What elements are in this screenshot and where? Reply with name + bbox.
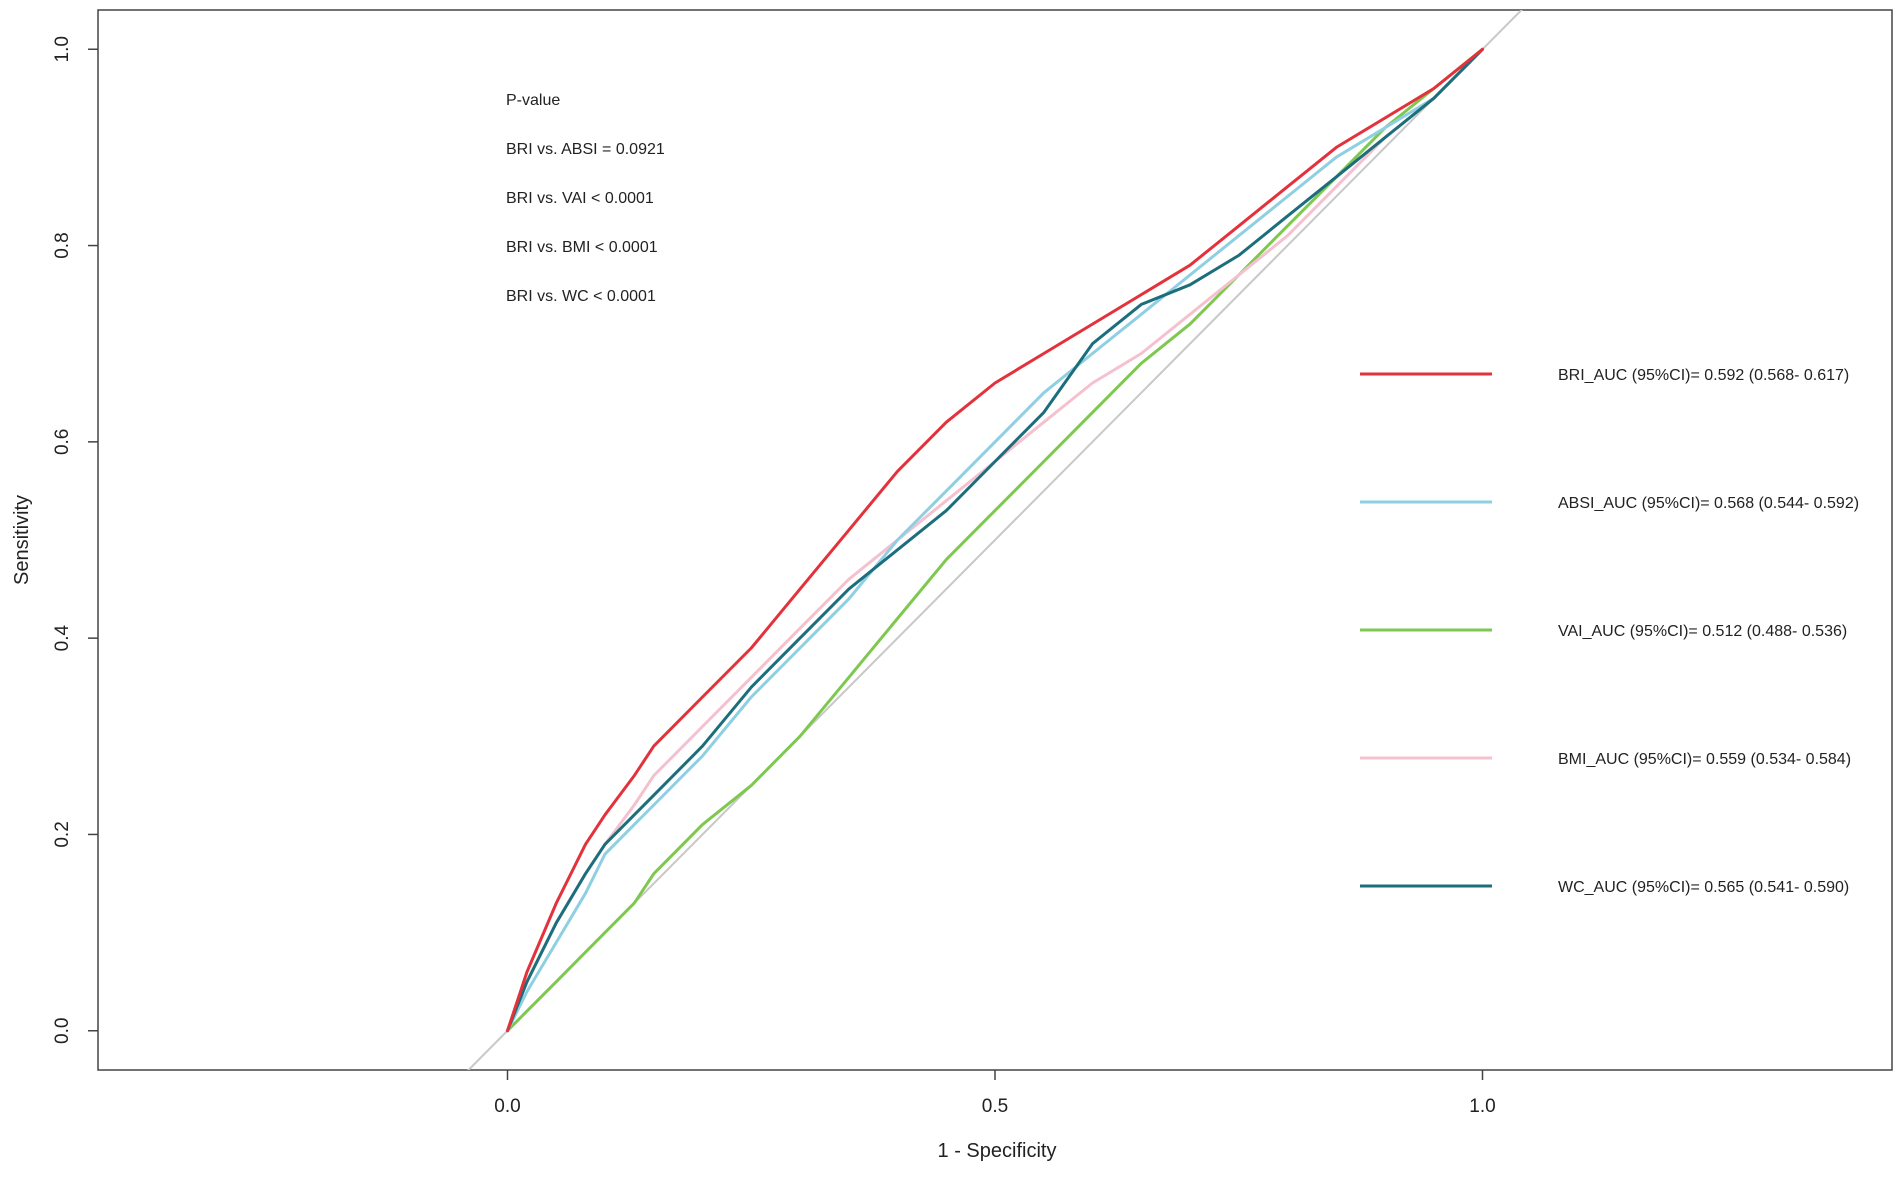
x-axis-title: 1 - Specificity bbox=[938, 1140, 1057, 1162]
y-tick-label: 0.2 bbox=[52, 821, 73, 847]
annotation-layer: P-value BRI vs. ABSI = 0.0921 BRI vs. VAI … bbox=[506, 92, 665, 305]
x-tick-label: 0.5 bbox=[982, 1096, 1008, 1117]
series-line-vai bbox=[506, 47, 1484, 1033]
x-tick-label: 1.0 bbox=[1469, 1096, 1495, 1117]
y-tick-label: 0.6 bbox=[52, 429, 73, 455]
legend-label: BMI_AUC (95%CI)= 0.559 (0.534- 0.584) bbox=[1558, 751, 1851, 768]
legend-label: ABSI_AUC (95%CI)= 0.568 (0.544- 0.592) bbox=[1558, 495, 1859, 512]
pvalue-annotation: BRI vs. WC < 0.0001 bbox=[506, 288, 656, 305]
pvalue-annotation: BRI vs. BMI < 0.0001 bbox=[506, 239, 658, 256]
x-tick-label: 0.0 bbox=[494, 1096, 520, 1117]
series-line-bri bbox=[506, 47, 1484, 1033]
legend-label: BRI_AUC (95%CI)= 0.592 (0.568- 0.617) bbox=[1558, 367, 1849, 384]
pvalue-annotation: BRI vs. VAI < 0.0001 bbox=[506, 190, 654, 207]
y-axis-title: Sensitivity bbox=[11, 495, 33, 585]
series-layer bbox=[506, 47, 1484, 1033]
legend: BRI_AUC (95%CI)= 0.592 (0.568- 0.617) ABS… bbox=[1360, 367, 1859, 896]
y-tick-label: 1.0 bbox=[52, 36, 73, 62]
y-tick-label: 0.8 bbox=[52, 232, 73, 258]
pvalue-annotation: P-value bbox=[506, 92, 560, 109]
legend-label: WC_AUC (95%CI)= 0.565 (0.541- 0.590) bbox=[1558, 879, 1849, 896]
y-tick-label: 0.4 bbox=[52, 625, 73, 652]
pvalue-annotation: BRI vs. ABSI = 0.0921 bbox=[506, 141, 665, 158]
axis-layer: 0.0 0.5 1.0 0.0 0.2 0.4 0.6 0.8 1.0 bbox=[52, 36, 1496, 1117]
series-line-absi bbox=[506, 47, 1484, 1033]
legend-label: VAI_AUC (95%CI)= 0.512 (0.488- 0.536) bbox=[1558, 623, 1847, 640]
series-line-wc bbox=[506, 47, 1484, 1033]
y-tick-label: 0.0 bbox=[52, 1018, 73, 1044]
